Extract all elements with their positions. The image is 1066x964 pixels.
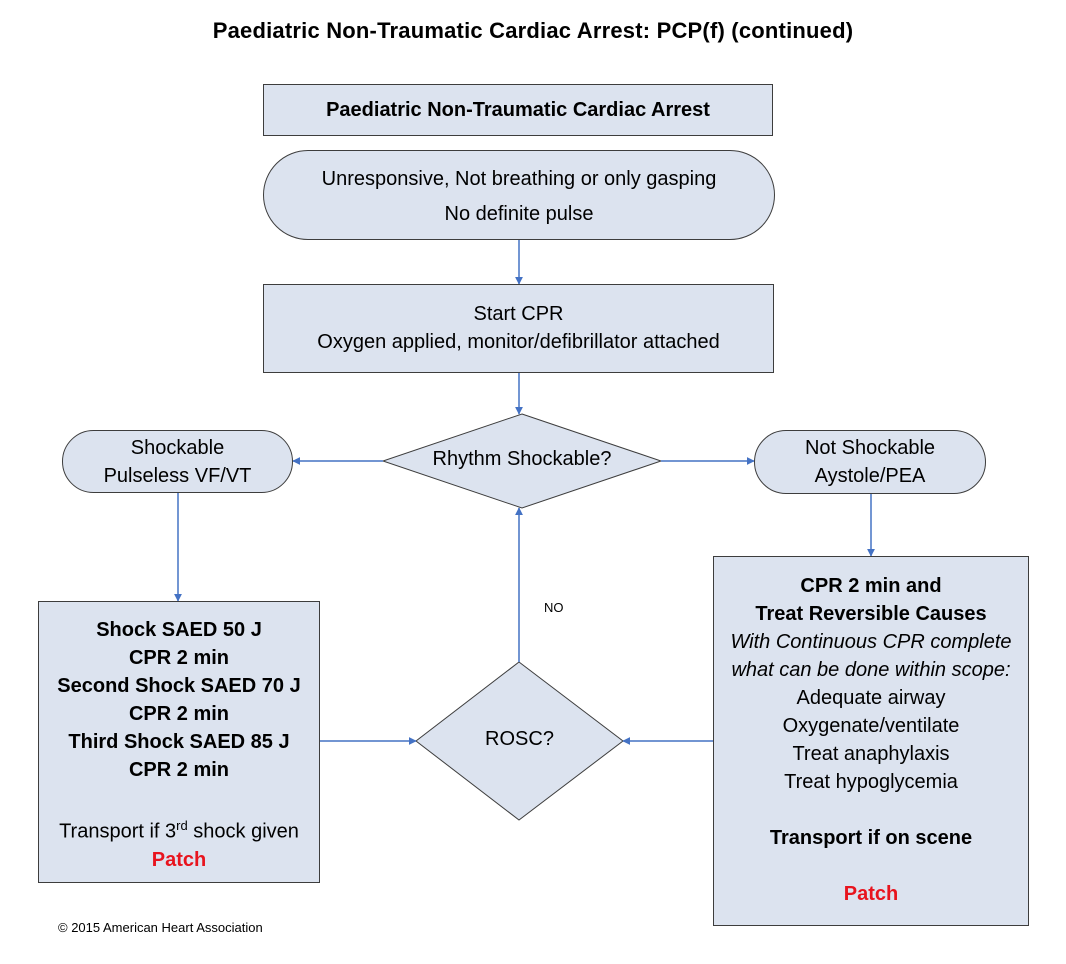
- shock-box: Shock SAED 50 J CPR 2 min Second Shock S…: [38, 601, 320, 883]
- cpr-item-2: Oxygenate/ventilate: [782, 715, 960, 737]
- unresponsive-box: Unresponsive, Not breathing or only gasp…: [263, 150, 775, 240]
- cpr-causes-box: CPR 2 min and Treat Reversible Causes Wi…: [713, 556, 1029, 926]
- cpr-heading-1: CPR 2 min and: [800, 575, 942, 597]
- header-box-label: Paediatric Non-Traumatic Cardiac Arrest: [326, 99, 710, 121]
- cpr-item-1: Adequate airway: [796, 687, 946, 709]
- rosc-diamond-shape: [415, 661, 624, 821]
- page-title: Paediatric Non-Traumatic Cardiac Arrest:…: [212, 18, 854, 43]
- shockable-line1: Shockable: [130, 437, 225, 459]
- copyright-text: © 2015 American Heart Association: [58, 920, 263, 935]
- shock-patch-label: Patch: [151, 848, 207, 871]
- shock-transport-text: Transport if 3rd shock given: [59, 818, 299, 843]
- unresponsive-line1: Unresponsive, Not breathing or only gasp…: [321, 168, 717, 190]
- no-label: NO: [544, 600, 564, 615]
- shock-line-3: Second Shock SAED 70 J: [57, 675, 301, 697]
- cpr-heading-2: Treat Reversible Causes: [755, 603, 987, 625]
- start-cpr-box: Start CPR Oxygen applied, monitor/defibr…: [263, 284, 774, 373]
- cpr-patch-label: Patch: [843, 883, 899, 905]
- shock-line-5: Third Shock SAED 85 J: [68, 731, 290, 753]
- start-cpr-line2: Oxygen applied, monitor/defibrillator at…: [317, 331, 720, 353]
- header-box: Paediatric Non-Traumatic Cardiac Arrest: [263, 84, 773, 136]
- shock-line-4: CPR 2 min: [128, 703, 230, 725]
- shock-line-2: CPR 2 min: [128, 647, 230, 669]
- cpr-item-4: Treat hypoglycemia: [784, 771, 958, 793]
- rosc-decision-label: ROSC?: [485, 728, 554, 750]
- not-shockable-box: Not Shockable Aystole/PEA: [754, 430, 986, 494]
- cpr-italic-2: what can be done within scope:: [731, 659, 1011, 681]
- unresponsive-line2: No definite pulse: [444, 203, 594, 225]
- cpr-italic-1: With Continuous CPR complete: [730, 631, 1012, 653]
- cpr-transport-label: Transport if on scene: [769, 827, 973, 849]
- not-shockable-line2: Aystole/PEA: [814, 465, 926, 487]
- shockable-line2: Pulseless VF/VT: [103, 465, 252, 487]
- rhythm-decision-label: Rhythm Shockable?: [432, 448, 612, 470]
- shock-line-1: Shock SAED 50 J: [96, 619, 262, 641]
- start-cpr-line1: Start CPR: [473, 303, 564, 325]
- not-shockable-line1: Not Shockable: [804, 437, 936, 459]
- shockable-box: Shockable Pulseless VF/VT: [62, 430, 293, 493]
- shock-line-6: CPR 2 min: [128, 759, 230, 781]
- cpr-item-3: Treat anaphylaxis: [792, 743, 950, 765]
